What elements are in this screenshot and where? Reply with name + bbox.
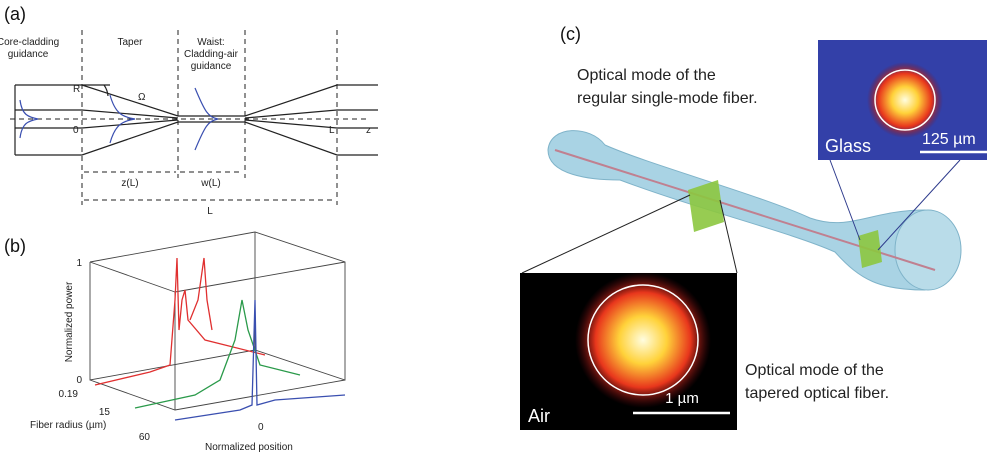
region-label: guidance (8, 49, 49, 60)
symbol: z (366, 125, 371, 136)
tick-label: 1 (76, 258, 82, 269)
fiber-end (895, 210, 961, 290)
caption: regular single-mode fiber. (577, 90, 758, 107)
figure: (a) Core-cladding guidance Taper Waist: … (0, 0, 987, 455)
symbol: Ω (138, 92, 146, 103)
region-label: guidance (191, 61, 232, 72)
tick-label: 60 (139, 432, 151, 443)
scale-label: 125 µm (922, 131, 976, 148)
region-label: Taper (117, 37, 143, 48)
caption: Optical mode of the (577, 67, 716, 84)
tick-label: 0 (258, 422, 264, 433)
axis-title: Fiber radius (µm) (30, 420, 106, 431)
panel-label: (a) (4, 4, 26, 24)
axis-title: Normalized power (64, 281, 75, 362)
symbol: 0 (73, 125, 79, 136)
tick-label: 15 (99, 407, 111, 418)
inset-label: Glass (825, 136, 871, 156)
caption: Optical mode of the (745, 362, 884, 379)
scale-label: 1 µm (665, 390, 699, 407)
curve-red (95, 258, 265, 385)
caption: tapered optical fiber. (745, 385, 889, 402)
length-label: z(L) (121, 178, 138, 189)
tick-label: 0 (76, 375, 82, 386)
curve-green (135, 300, 300, 408)
length-label: w(L) (200, 178, 220, 189)
inset-label: Air (528, 406, 550, 426)
region-label: Cladding-air (184, 49, 239, 60)
panel-c: (c) Optical mode of the regular single-m… (520, 24, 987, 430)
panel-label: (c) (560, 24, 581, 44)
curve-red (190, 258, 212, 330)
panel-b: (b) 1 0 Normalized power 0.19 15 60 Fibe… (4, 232, 345, 453)
symbol: L (329, 125, 335, 136)
region-label: Waist: (197, 37, 224, 48)
panel-label: (b) (4, 236, 26, 256)
length-label: L (207, 206, 213, 217)
panel-a: (a) Core-cladding guidance Taper Waist: … (0, 4, 378, 217)
tick-label: 0.19 (59, 389, 79, 400)
axis-title: Normalized position (205, 442, 293, 453)
fiber-profile (15, 85, 378, 155)
symbol: R (73, 84, 80, 95)
plot-box (90, 232, 345, 410)
region-label: Core-cladding (0, 37, 59, 48)
